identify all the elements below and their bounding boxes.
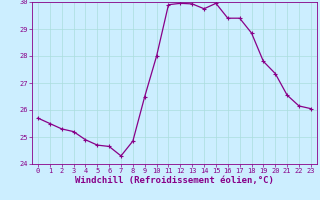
- X-axis label: Windchill (Refroidissement éolien,°C): Windchill (Refroidissement éolien,°C): [75, 176, 274, 185]
